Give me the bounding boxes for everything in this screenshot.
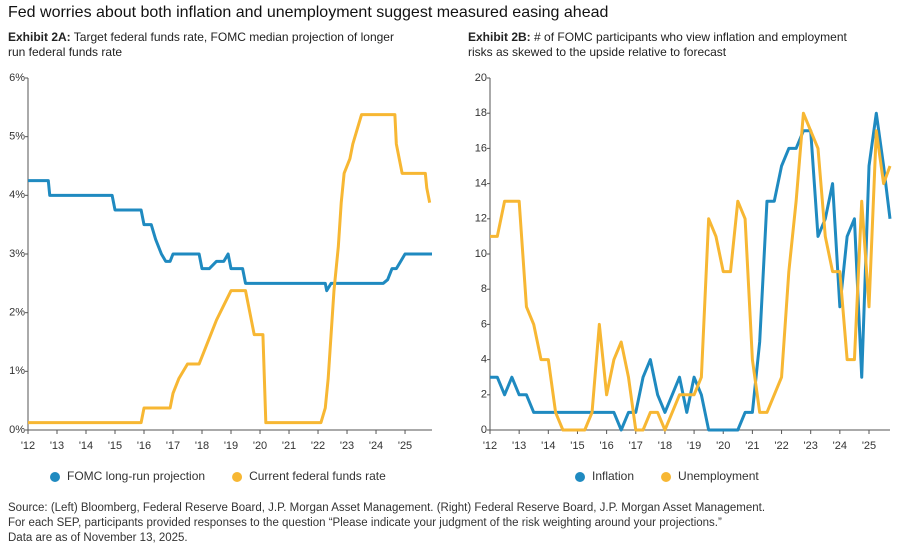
x-tick-label: '17 <box>166 440 180 452</box>
x-tick-label: '19 <box>687 440 701 452</box>
x-tick-label: '13 <box>50 440 64 452</box>
y-tick-label: 2 <box>481 389 487 401</box>
x-tick-label: '16 <box>137 440 151 452</box>
y-tick-label: 1% <box>9 365 25 377</box>
legend-label: FOMC long-run projection <box>67 469 205 483</box>
x-tick-label: '13 <box>512 440 526 452</box>
x-tick-label: '23 <box>804 440 818 452</box>
x-tick-label: '14 <box>79 440 93 452</box>
y-tick-label: 0 <box>481 424 487 436</box>
x-tick-label: '20 <box>253 440 267 452</box>
x-tick-label: '24 <box>369 440 383 452</box>
x-tick-label: '24 <box>833 440 847 452</box>
exhibit-label: Exhibit 2A: <box>8 30 71 44</box>
legend-label: Unemployment <box>678 469 759 483</box>
y-tick-label: 16 <box>475 142 487 154</box>
chart-title: # of FOMC participants who view inflatio… <box>468 30 847 59</box>
x-tick-label: '20 <box>716 440 730 452</box>
x-tick-label: '25 <box>398 440 412 452</box>
y-tick-label: 0% <box>9 424 25 436</box>
x-tick-label: '14 <box>541 440 555 452</box>
source-line: For each SEP, participants provided resp… <box>8 517 722 529</box>
series-line <box>490 111 892 432</box>
y-tick-label: 3% <box>9 248 25 260</box>
x-tick-label: '17 <box>629 440 643 452</box>
series-line <box>28 113 432 425</box>
x-tick-label: '18 <box>658 440 672 452</box>
y-tick-label: 2% <box>9 307 25 319</box>
x-tick-label: '12 <box>483 440 497 452</box>
chart-subtitle: Exhibit 2B: # of FOMC participants who v… <box>468 30 868 60</box>
y-tick-label: 20 <box>475 72 487 84</box>
exhibit-label: Exhibit 2B: <box>468 30 531 44</box>
page-title: Fed worries about both inflation and une… <box>8 4 609 21</box>
y-tick-label: 4% <box>9 189 25 201</box>
y-tick-label: 5% <box>9 131 25 143</box>
series-line <box>28 179 432 293</box>
x-tick-label: '23 <box>340 440 354 452</box>
x-tick-label: '15 <box>108 440 122 452</box>
source-line: Source: (Left) Bloomberg, Federal Reserv… <box>8 502 766 514</box>
x-tick-label: '16 <box>599 440 613 452</box>
legend-marker <box>575 472 585 482</box>
x-tick-label: '22 <box>311 440 325 452</box>
y-tick-label: 10 <box>475 248 487 260</box>
legend-marker <box>232 472 243 482</box>
x-tick-label: '15 <box>570 440 584 452</box>
y-tick-label: 14 <box>475 178 487 190</box>
y-tick-label: 4 <box>481 354 487 366</box>
x-tick-label: '18 <box>195 440 209 452</box>
legend-marker <box>50 472 60 482</box>
x-tick-label: '25 <box>862 440 876 452</box>
legend-marker <box>661 472 672 482</box>
legend-label: Current federal funds rate <box>249 469 386 483</box>
y-tick-label: 8 <box>481 283 487 295</box>
y-tick-label: 6 <box>481 318 487 330</box>
source-notes: Source: (Left) Bloomberg, Federal Reserv… <box>8 501 765 546</box>
chart-title: Target federal funds rate, FOMC median p… <box>8 30 394 59</box>
y-tick-label: 6% <box>9 72 25 84</box>
source-line: Data are as of November 13, 2025. <box>8 532 188 544</box>
y-tick-label: 12 <box>475 213 487 225</box>
x-tick-label: '21 <box>745 440 759 452</box>
legend-label: Inflation <box>592 469 634 483</box>
x-tick-label: '21 <box>282 440 296 452</box>
x-tick-label: '22 <box>774 440 788 452</box>
x-tick-label: '19 <box>224 440 238 452</box>
x-tick-label: '12 <box>21 440 35 452</box>
y-tick-label: 18 <box>475 107 487 119</box>
chart-subtitle: Exhibit 2A: Target federal funds rate, F… <box>8 30 408 60</box>
